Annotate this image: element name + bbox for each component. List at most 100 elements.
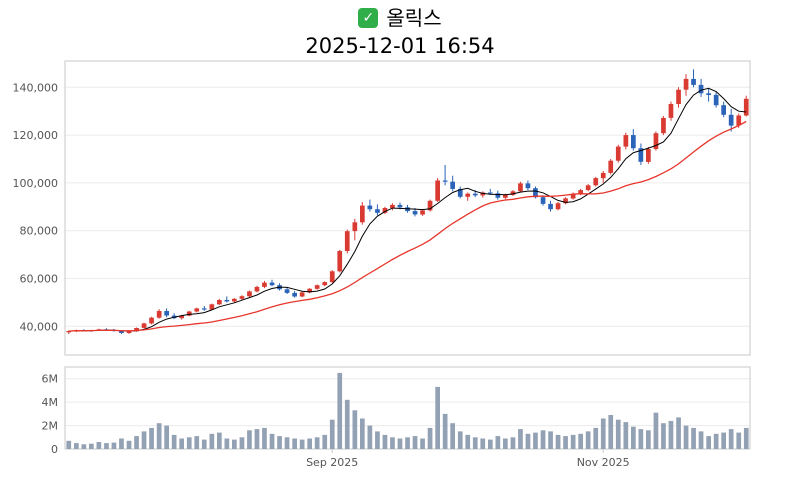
candle-body — [119, 331, 124, 333]
checkmark-glyph: ✓ — [362, 10, 375, 26]
volume-bar — [262, 427, 267, 449]
volume-bar — [74, 443, 79, 449]
candle-body — [352, 222, 358, 232]
candle-body — [683, 78, 689, 90]
volume-bar — [352, 410, 358, 449]
volume-bar — [661, 423, 666, 449]
volume-bar — [488, 439, 493, 449]
candle-body — [495, 193, 501, 198]
volume-bar — [201, 439, 207, 449]
volume-bar — [518, 429, 523, 449]
title-line: ✓ 올릭스 — [0, 6, 800, 30]
volume-bar — [631, 426, 636, 449]
volume-bar — [209, 433, 215, 449]
green-checkbox-icon: ✓ — [358, 8, 379, 28]
volume-bar — [284, 437, 290, 449]
candle-body — [194, 308, 200, 312]
candle-body — [156, 311, 162, 318]
volume-bar — [646, 430, 651, 449]
volume-bar — [608, 415, 614, 449]
volume-bar — [186, 437, 192, 449]
volume-bar — [736, 432, 742, 449]
volume-bar — [360, 418, 365, 449]
candle-body — [201, 308, 207, 310]
candle-body — [262, 282, 267, 287]
candle-body — [134, 328, 139, 332]
volume-bars — [66, 372, 749, 449]
volume-bar — [420, 438, 425, 449]
candle-body — [367, 205, 373, 210]
volume-bar — [600, 418, 606, 449]
volume-bar — [450, 423, 455, 449]
volume-bar — [698, 431, 704, 449]
volume-bar — [691, 427, 696, 449]
candle-body — [555, 203, 561, 210]
ma-fast-line — [68, 87, 747, 332]
volume-bar — [427, 427, 433, 449]
volume-bar — [329, 419, 335, 449]
candle-body — [706, 93, 711, 95]
candle-body — [721, 105, 726, 115]
candle-body — [390, 204, 395, 208]
volume-bar — [706, 436, 711, 449]
candle-body — [427, 200, 433, 211]
candle-body — [284, 289, 290, 293]
candle-body — [631, 135, 636, 149]
candle-body — [503, 194, 508, 198]
candle-body — [179, 315, 184, 319]
candlestick-volume-chart: 40,000 60,000 80,000 100,000 120,000 140,000 0… — [13, 60, 751, 469]
volume-bar — [217, 432, 222, 449]
candle-body — [676, 89, 681, 104]
volume-tick-label: 0 — [51, 443, 58, 456]
candle-body — [164, 311, 169, 316]
candle-body — [307, 288, 312, 293]
candle-body — [653, 133, 659, 149]
volume-bar — [585, 431, 591, 449]
volume-bar — [555, 434, 561, 449]
candle-body — [232, 298, 237, 302]
chart-area: 40,000 60,000 80,000 100,000 120,000 140,000 0… — [0, 59, 800, 499]
volume-bar — [465, 434, 471, 449]
volume-bar — [638, 429, 644, 449]
volume-bar — [382, 434, 388, 449]
volume-bar — [683, 425, 689, 449]
volume-bar — [96, 442, 102, 449]
price-tick-label: 80,000 — [20, 225, 59, 238]
volume-bar — [179, 438, 184, 449]
volume-bar — [743, 427, 749, 449]
candle-body — [217, 300, 222, 305]
volume-bar — [503, 438, 508, 449]
candle-body — [533, 188, 538, 198]
volume-bar — [525, 433, 531, 449]
candle-body — [397, 204, 403, 208]
volume-bar — [653, 412, 659, 449]
volume-bar — [721, 432, 726, 449]
volume-bar — [713, 433, 719, 449]
candle-body — [661, 117, 666, 134]
volume-bar — [472, 437, 478, 449]
volume-bar — [232, 439, 237, 449]
candle-body — [668, 104, 674, 118]
volume-bar — [533, 432, 538, 449]
volume-bar — [337, 372, 343, 449]
candle-body — [608, 160, 614, 173]
candle-body — [299, 292, 305, 297]
candles — [66, 69, 749, 334]
price-plot-frame — [64, 60, 751, 356]
candle-body — [540, 197, 546, 204]
price-tick-label: 140,000 — [13, 81, 59, 94]
candle-body — [375, 209, 380, 213]
candle-body — [736, 115, 742, 126]
candle-body — [510, 191, 516, 195]
price-tick-label: 40,000 — [20, 320, 59, 333]
volume-bar — [668, 420, 674, 449]
volume-bar — [615, 419, 621, 449]
candle-body — [585, 185, 591, 191]
volume-bar — [81, 444, 87, 449]
volume-bar — [119, 438, 124, 449]
volume-bar — [457, 431, 463, 449]
candle-body — [600, 172, 606, 179]
volume-bar — [164, 425, 169, 449]
volume-bar — [254, 429, 260, 449]
